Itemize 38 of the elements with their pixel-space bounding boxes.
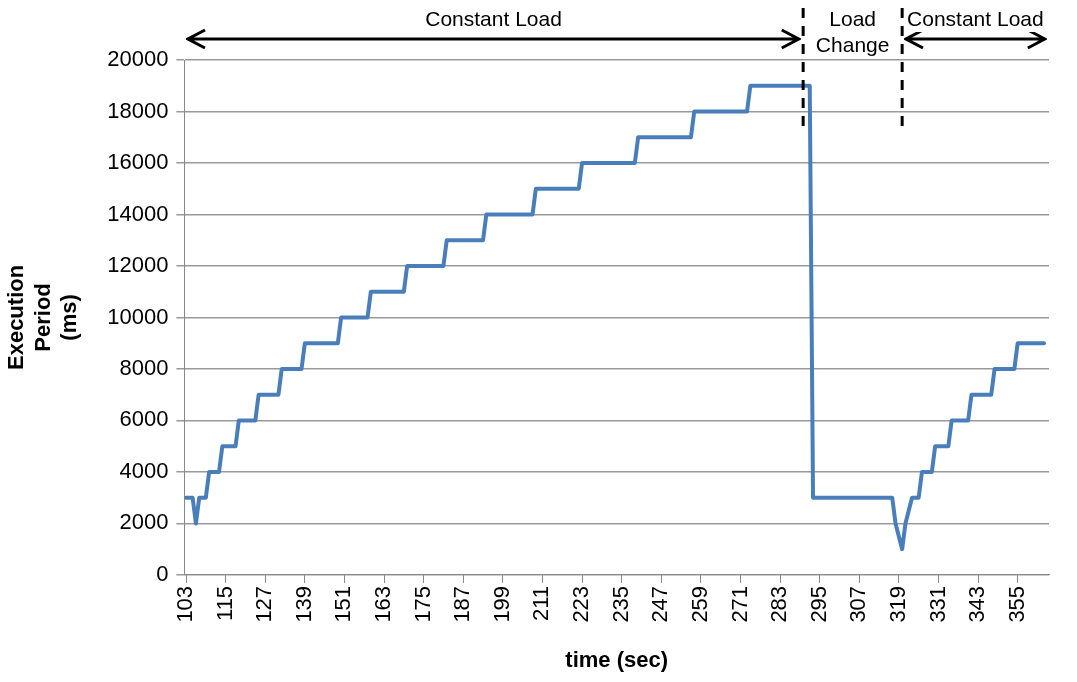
x-tick-label: 187 [449,585,475,623]
x-tick-label: 343 [964,585,990,623]
x-tick-label: 295 [805,585,831,623]
x-tick-label: 127 [251,585,277,623]
y-tick-label: 10000 [107,303,169,329]
x-tick-label: 151 [330,585,356,623]
y-tick-label: 18000 [107,97,169,123]
y-tick-label: 0 [156,560,169,586]
y-axis-title: Execution Period (ms) [3,264,82,371]
x-tick-label: 283 [766,585,792,623]
y-tick-label: 6000 [119,406,169,432]
x-tick-label: 223 [568,585,594,623]
text: Constant Load [904,6,1047,32]
y-tick-label: 8000 [119,355,169,380]
x-tick-label: 259 [686,585,712,623]
x-tick-label: 199 [488,585,514,623]
x-tick-label: 139 [290,585,316,623]
x-tick-label: 175 [409,585,435,623]
x-tick-label: 307 [845,585,871,623]
text: Constant Load [422,6,565,32]
x-tick-label: 319 [884,585,910,623]
y-tick-label: 16000 [107,149,169,175]
x-tick-label: 271 [726,585,752,623]
x-tick-label: 355 [1003,585,1029,623]
x-tick-label: 103 [172,585,198,623]
x-tick-label: 211 [528,585,554,621]
x-tick-label: 115 [211,585,237,621]
x-axis-title: time (sec) [565,646,669,672]
x-tick-label: 235 [607,585,633,623]
x-tick-label: 331 [924,585,950,623]
y-tick-label: 2000 [119,509,169,535]
y-tick-label: 12000 [107,252,169,278]
x-tick-label: 163 [370,585,396,623]
y-tick-label: 4000 [119,457,169,483]
text: Load Change [808,6,898,58]
x-tick-label: 247 [647,585,673,623]
y-tick-label: 20000 [107,46,169,72]
y-tick-label: 14000 [107,200,169,226]
